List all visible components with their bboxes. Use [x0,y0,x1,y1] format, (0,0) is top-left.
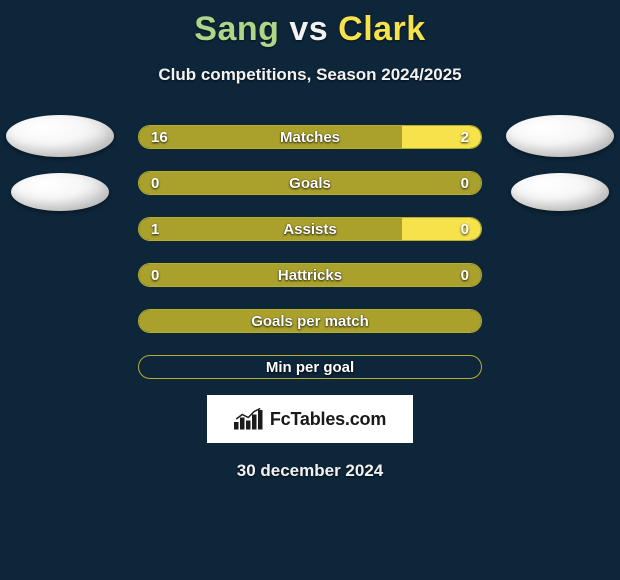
stat-label: Goals [139,172,481,194]
player1-name: Sang [194,10,279,48]
stat-bar: 10Assists [138,217,482,241]
ball-icon [11,173,109,211]
date-text: 30 december 2024 [0,461,620,481]
stat-label: Matches [139,126,481,148]
stat-bar: 162Matches [138,125,482,149]
ball-icon [506,115,614,157]
bar-chart-icon [234,408,264,430]
comparison-title: Sang vs Clark [0,0,620,49]
subtitle: Club competitions, Season 2024/2025 [0,65,620,85]
player2-name: Clark [338,10,426,48]
stat-label: Hattricks [139,264,481,286]
stat-bar: Min per goal [138,355,482,379]
stats-bars: 162Matches 00Goals 10Assists 00Hattricks Goa… [138,125,482,379]
player1-ball-stack [6,115,114,211]
stat-label: Assists [139,218,481,240]
ball-icon [511,173,609,211]
stat-bar: Goals per match [138,309,482,333]
ball-icon [6,115,114,157]
logo-text: FcTables.com [270,409,386,430]
stat-label: Min per goal [139,356,481,378]
vs-text: vs [289,10,328,48]
fctables-logo: FcTables.com [207,395,413,443]
stat-bar: 00Goals [138,171,482,195]
player2-ball-stack [506,115,614,211]
stat-label: Goals per match [139,310,481,332]
stat-bar: 00Hattricks [138,263,482,287]
